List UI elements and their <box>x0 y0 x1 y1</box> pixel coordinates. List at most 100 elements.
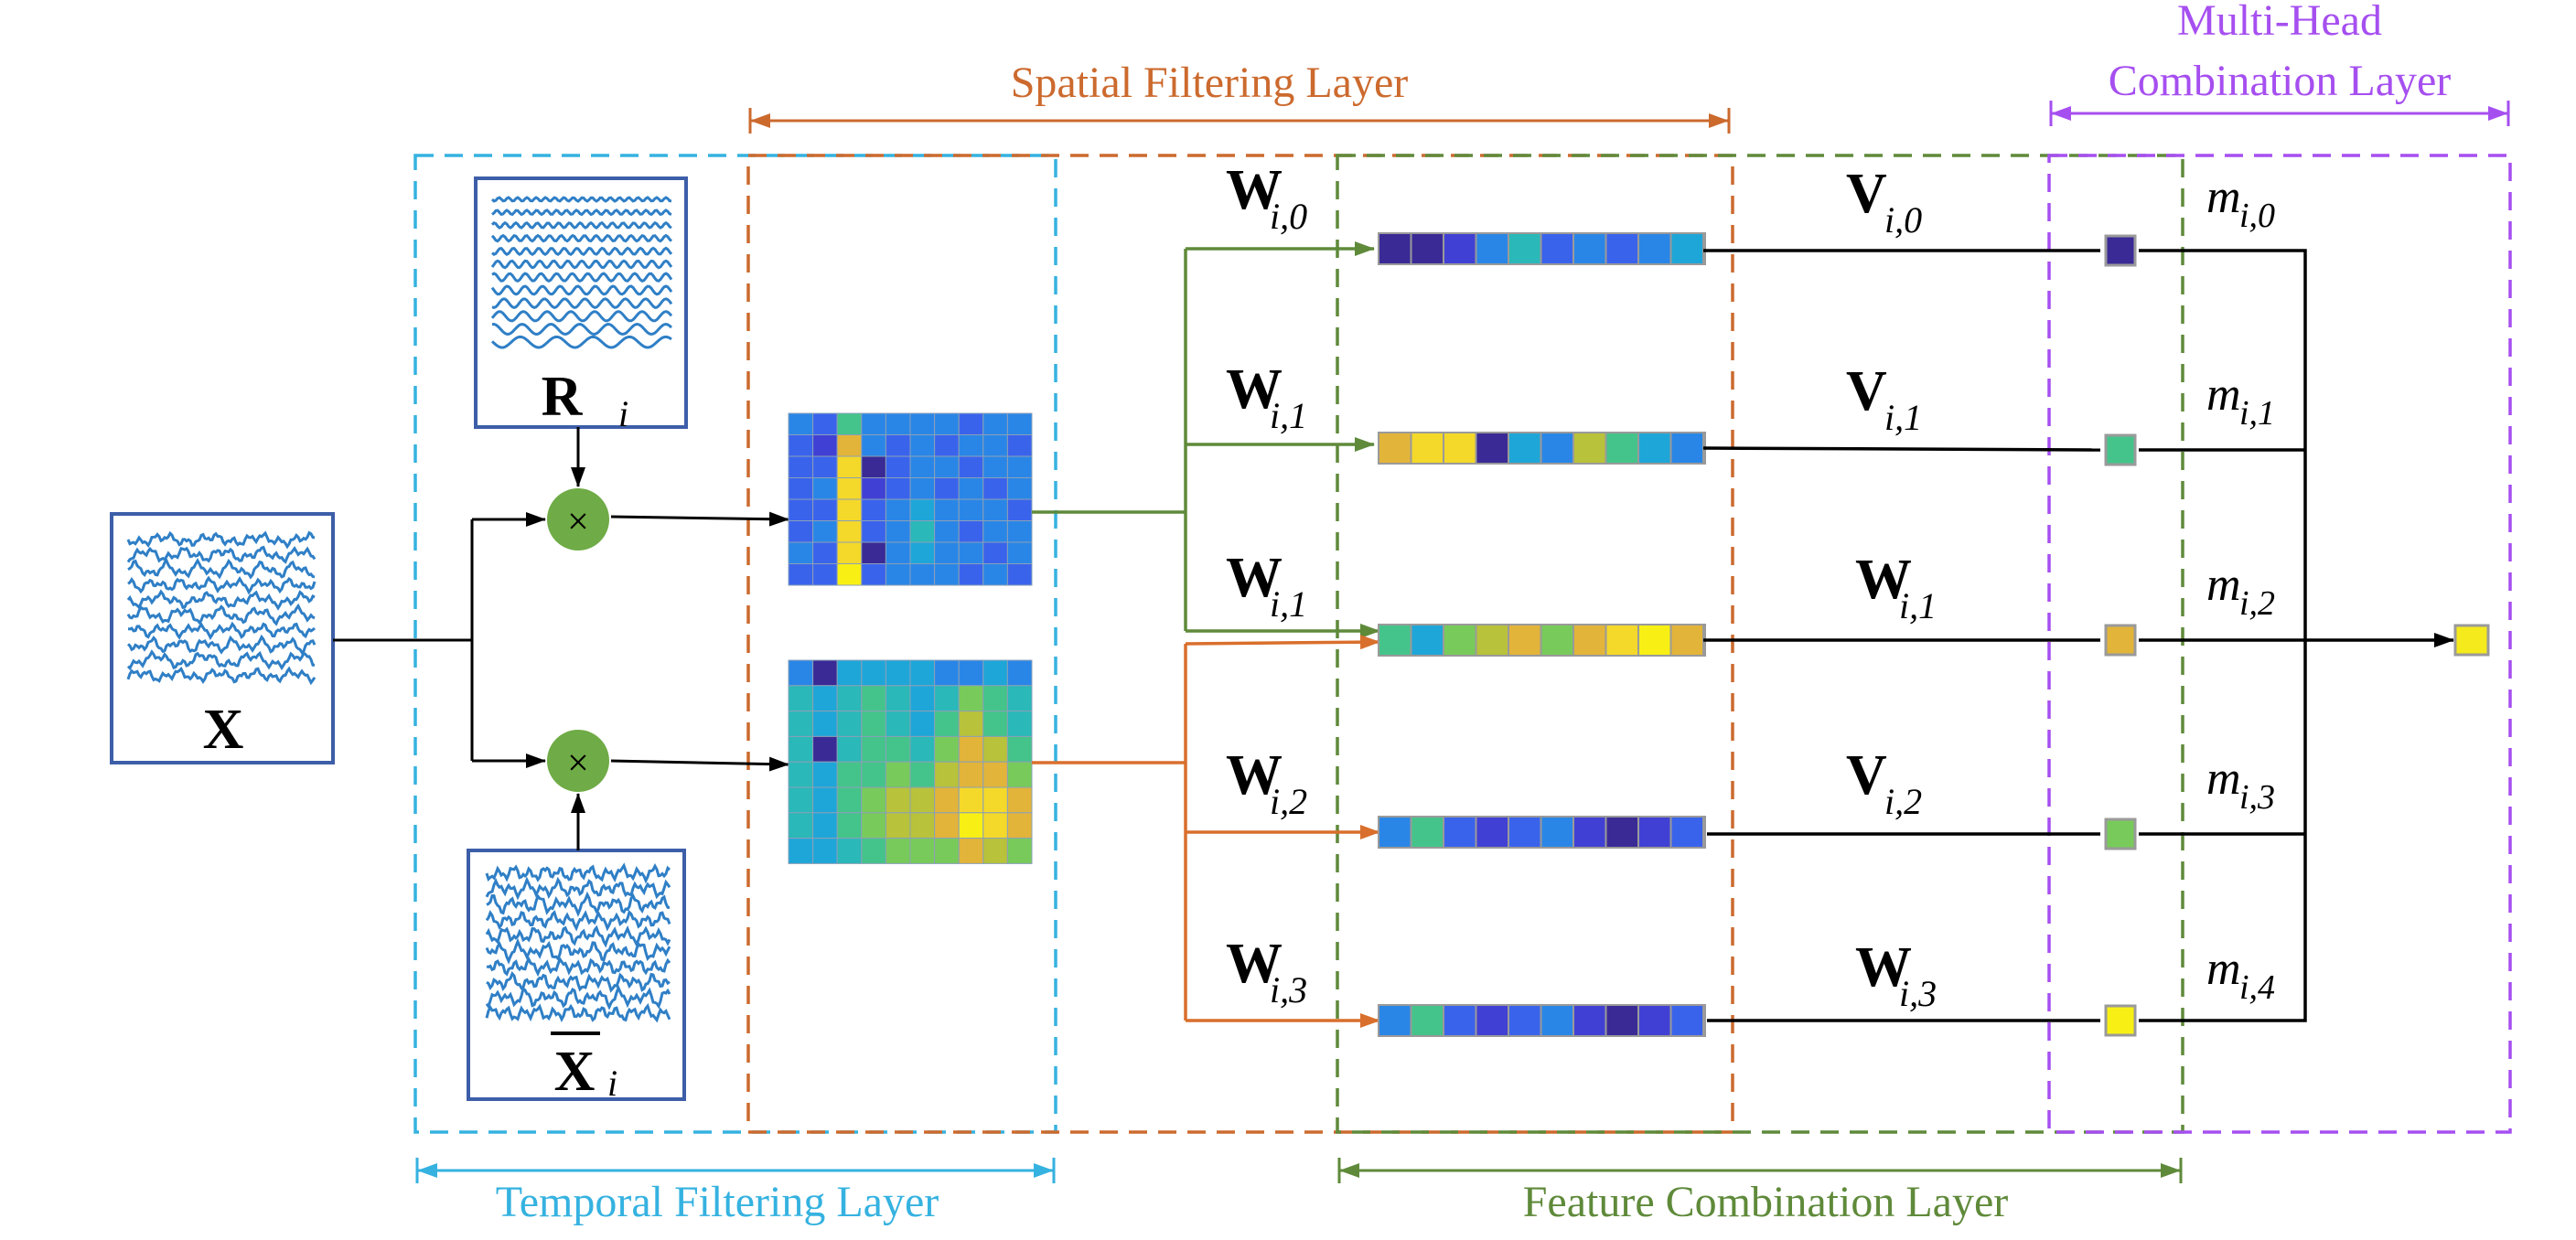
heatmap-cell <box>885 786 911 814</box>
signal-trace <box>491 272 673 283</box>
heatmap-cell <box>788 786 814 814</box>
v-sub-0: i,0 <box>1884 199 1922 241</box>
heatmap-cell <box>982 659 1008 687</box>
heatmap-cell <box>836 412 863 435</box>
heatmap-cell <box>934 685 960 712</box>
heatmap-cell <box>1006 434 1033 457</box>
signal-trace <box>491 208 672 217</box>
v-label-0: V <box>1846 163 1887 225</box>
heatmap-cell <box>861 735 886 763</box>
multihead-span <box>2049 101 2510 126</box>
heatmap-cell <box>982 711 1008 737</box>
heatmap-cell <box>909 786 936 814</box>
signal-trace <box>486 956 671 978</box>
feature-strip-cell <box>1476 625 1508 655</box>
heatmap-cell <box>1006 412 1033 435</box>
temporal-layer-title: Temporal Filtering Layer <box>496 1178 939 1226</box>
heatmap-cell <box>812 838 838 864</box>
feature-strip-cell <box>1476 1006 1508 1035</box>
signal-trace <box>491 322 673 337</box>
signal-trace <box>126 589 316 611</box>
heatmap-cell <box>934 735 960 763</box>
feature-strip-cell <box>1411 433 1443 463</box>
heatmap-cell <box>909 520 936 543</box>
heatmap-cell <box>909 477 936 500</box>
m-label-2: m <box>2206 559 2241 611</box>
feature-strip-cell <box>1639 625 1670 655</box>
heatmap-cell <box>788 812 814 839</box>
heatmap-cell <box>788 659 814 687</box>
heatmap-cell <box>836 685 863 712</box>
heatmap-cell <box>836 711 863 737</box>
heatmap-cell <box>958 434 984 457</box>
heatmap-cell <box>788 412 814 435</box>
signal-trace <box>127 558 316 580</box>
combination-output-0 <box>2104 234 2137 267</box>
heatmap-cell <box>885 711 911 737</box>
heatmap-cell <box>909 412 936 435</box>
heatmap-cell <box>934 563 960 586</box>
heatmap-cell <box>861 838 886 864</box>
heatmap-cell <box>934 520 960 543</box>
heatmap-cell <box>788 563 814 586</box>
heatmap-cell <box>958 498 984 521</box>
v-sub-4: i,3 <box>1899 973 1937 1014</box>
m-label-0: m <box>2206 171 2241 223</box>
heatmap-cell <box>812 563 838 586</box>
feature-strip-cell <box>1509 625 1540 655</box>
heatmap-cell <box>788 520 814 543</box>
feature-strip-cell <box>1574 625 1605 655</box>
w-sub-0: i,0 <box>1270 196 1307 237</box>
heatmap-cell <box>788 685 814 712</box>
signal-trace <box>485 937 671 965</box>
feature-strip-cell <box>1606 433 1637 463</box>
heatmap-cell <box>1006 786 1033 814</box>
signal-trace <box>485 984 671 1010</box>
feature-strip-cell <box>1379 1006 1411 1035</box>
heatmap-cell <box>958 412 984 435</box>
feature-strips <box>1378 232 1706 1037</box>
heatmap-cell <box>982 685 1008 712</box>
feature-strip-cell <box>1476 433 1508 463</box>
w-sub-2: i,1 <box>1270 583 1307 625</box>
heatmap-cell <box>885 412 911 435</box>
feature-strip-3 <box>1378 816 1706 849</box>
heatmap-cell <box>934 838 960 864</box>
feature-strip-cell <box>1509 234 1540 263</box>
feature-strip-cell <box>1671 818 1702 847</box>
heatmap-cell <box>958 735 984 763</box>
feature-strip-cell <box>1671 625 1702 655</box>
heatmap-cell <box>958 520 984 543</box>
feature-strip-cell <box>1411 818 1443 847</box>
heatmap-cell <box>934 477 960 500</box>
heatmap-cell <box>909 455 936 478</box>
feature-strip-1 <box>1378 432 1706 465</box>
m-sub-2: i,2 <box>2239 584 2275 623</box>
signal-trace <box>485 862 671 884</box>
heatmap-cell <box>934 412 960 435</box>
feature-span <box>1337 1158 2183 1183</box>
orange-branch-lines <box>1032 635 1380 1028</box>
feature-strip-2 <box>1378 624 1706 657</box>
heatmap-cell <box>836 786 863 814</box>
heatmap-cell <box>934 434 960 457</box>
feature-strip-cell <box>1444 818 1476 847</box>
heatmap-cell <box>934 786 960 814</box>
w-sub-3: i,2 <box>1270 781 1307 822</box>
heatmap-cell <box>836 735 863 763</box>
multihead-layer-title-line2: Combination Layer <box>2109 57 2452 105</box>
heatmap-cell <box>812 735 838 763</box>
heatmap-cell <box>812 659 838 687</box>
feature-strip-cell <box>1639 818 1670 847</box>
heatmap-cell <box>934 541 960 564</box>
heatmap-cell <box>836 838 863 864</box>
heatmap-cell <box>885 434 911 457</box>
output-connectors <box>1702 249 2454 1022</box>
heatmap-cell <box>1006 563 1033 586</box>
heatmap-cell <box>909 659 936 687</box>
feature-strip-cell <box>1639 234 1670 263</box>
signal-trace <box>490 259 673 270</box>
heatmap-cell <box>788 434 814 457</box>
heatmap-cell <box>885 498 911 521</box>
feature-strip-cell <box>1541 433 1572 463</box>
